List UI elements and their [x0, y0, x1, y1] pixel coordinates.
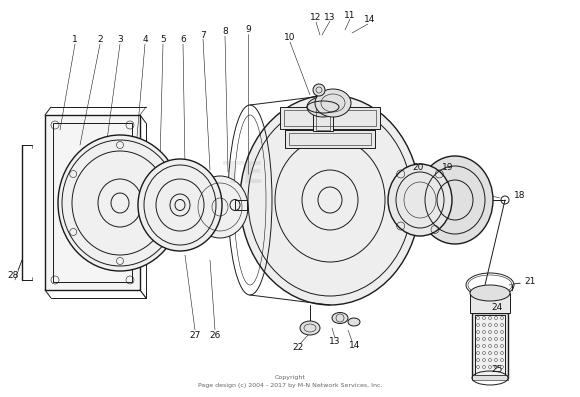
Bar [235, 200, 247, 210]
Text: 8: 8 [222, 27, 228, 37]
Bar [475, 315, 505, 375]
Text: 28: 28 [8, 270, 19, 279]
Bar [45, 115, 140, 290]
Text: 5: 5 [160, 35, 166, 44]
Text: 1: 1 [72, 35, 78, 44]
Ellipse shape [138, 159, 222, 251]
Text: 14: 14 [364, 15, 376, 25]
Bar [284, 110, 376, 126]
Text: 3: 3 [117, 35, 123, 44]
Ellipse shape [58, 135, 182, 271]
Ellipse shape [470, 285, 510, 301]
Bar [285, 130, 375, 148]
Text: 9: 9 [245, 25, 251, 35]
Text: 4: 4 [142, 35, 148, 44]
Text: 10: 10 [284, 33, 296, 42]
Ellipse shape [417, 156, 493, 244]
Bar [289, 133, 371, 145]
Text: 13: 13 [324, 13, 336, 23]
Ellipse shape [192, 176, 248, 238]
Bar [313, 107, 333, 131]
Text: 13: 13 [329, 337, 341, 347]
Text: 26: 26 [209, 330, 220, 339]
Text: 14: 14 [349, 341, 361, 349]
Text: 21: 21 [524, 278, 536, 287]
Bar [316, 108, 330, 130]
Ellipse shape [315, 89, 351, 117]
Text: 7: 7 [200, 31, 206, 39]
Bar [472, 375, 508, 380]
Ellipse shape [348, 318, 360, 326]
Text: Page design (c) 2004 - 2017 by M-N Network Services, Inc.: Page design (c) 2004 - 2017 by M-N Netwo… [198, 382, 382, 387]
Text: 2: 2 [97, 35, 103, 44]
Text: TE: TE [223, 160, 264, 189]
Text: 24: 24 [491, 303, 503, 312]
Text: 18: 18 [514, 191, 525, 200]
Bar [280, 107, 380, 129]
Ellipse shape [307, 97, 339, 117]
Bar [53, 123, 132, 282]
Circle shape [313, 84, 325, 96]
Text: 25: 25 [491, 366, 503, 374]
Ellipse shape [332, 312, 348, 324]
Text: 19: 19 [442, 164, 454, 173]
Text: 27: 27 [189, 330, 201, 339]
Text: 20: 20 [412, 164, 423, 173]
Ellipse shape [240, 95, 420, 305]
Text: 12: 12 [310, 13, 322, 23]
Text: 22: 22 [292, 343, 303, 353]
Text: Copyright: Copyright [274, 376, 306, 380]
Text: 6: 6 [180, 35, 186, 44]
Bar [472, 313, 508, 378]
Bar [470, 293, 510, 313]
Ellipse shape [388, 164, 452, 236]
Ellipse shape [300, 321, 320, 335]
Text: 11: 11 [345, 10, 356, 19]
